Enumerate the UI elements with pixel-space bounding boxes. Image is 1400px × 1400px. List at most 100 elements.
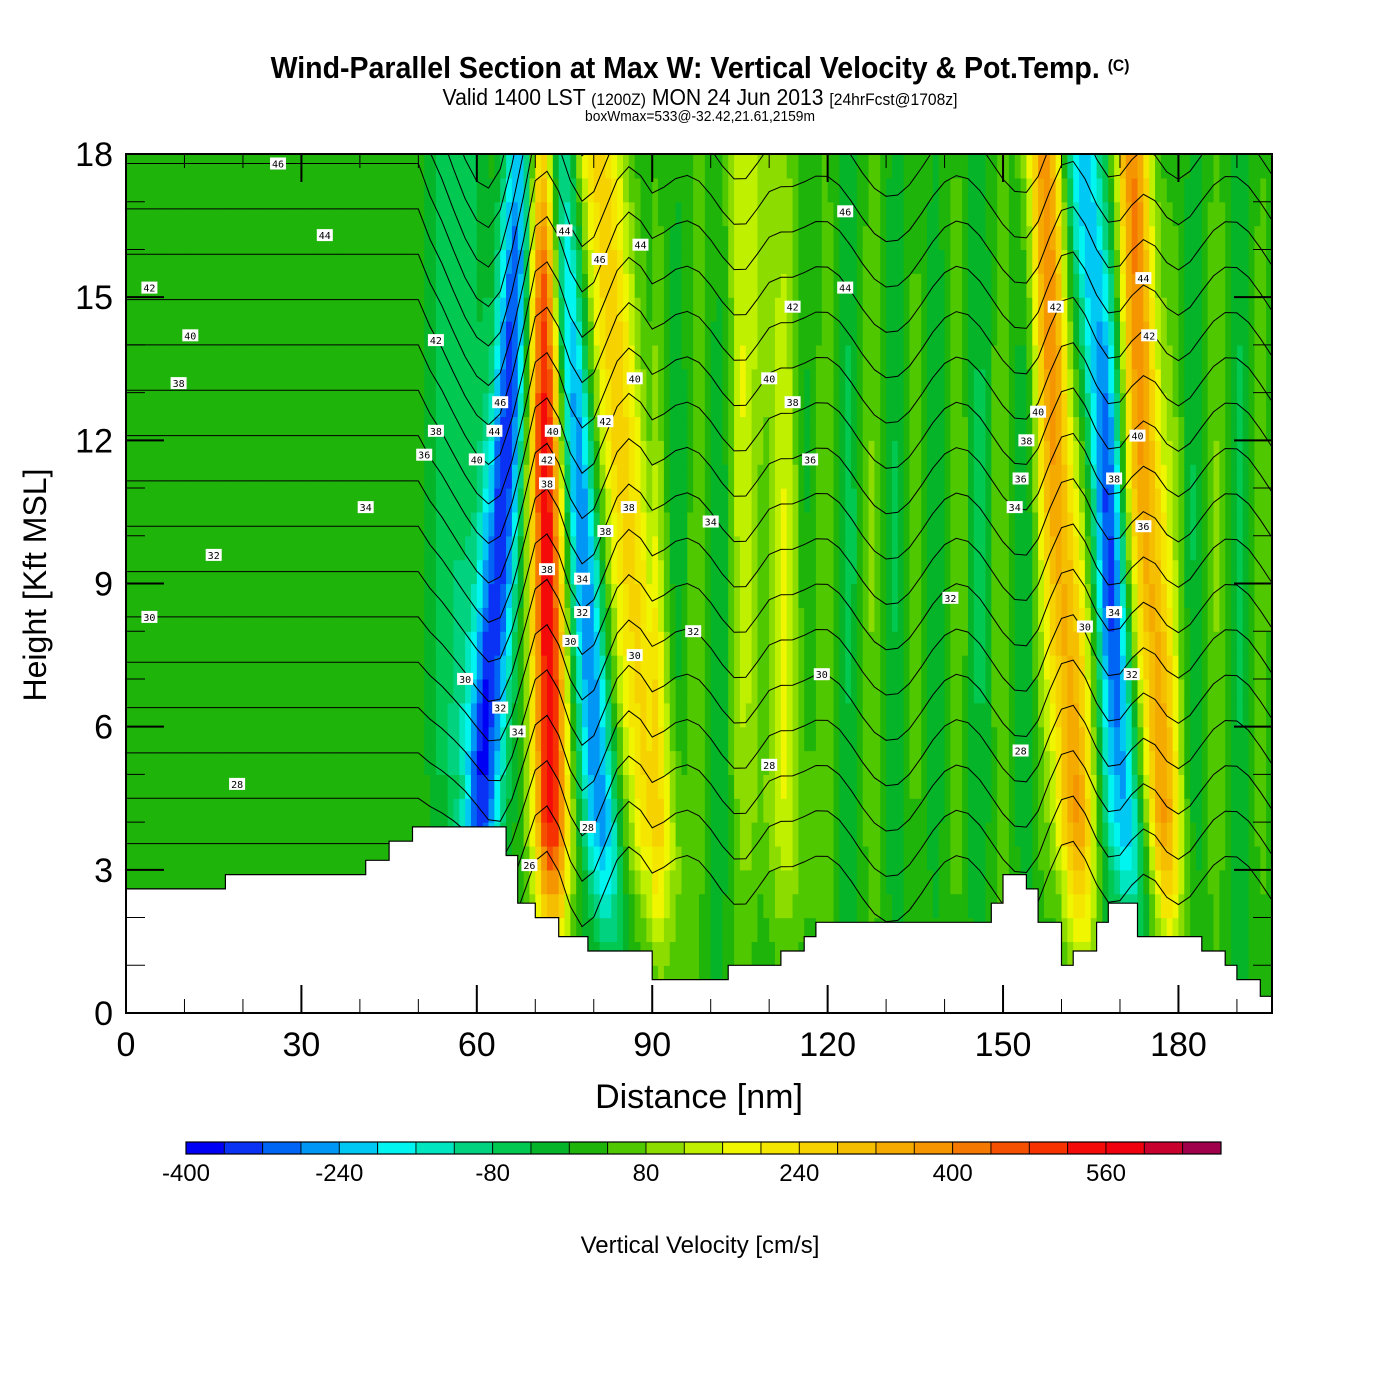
velocity-cell <box>330 583 338 608</box>
velocity-cell <box>482 344 490 370</box>
velocity-cell <box>734 321 741 346</box>
velocity-cell <box>354 440 361 465</box>
velocity-cell <box>734 726 741 752</box>
velocity-cell <box>704 774 712 799</box>
velocity-cell <box>248 655 256 680</box>
velocity-cell <box>237 297 244 322</box>
velocity-cell <box>336 273 343 298</box>
velocity-cell <box>927 774 934 799</box>
velocity-cell <box>634 893 642 919</box>
velocity-cell <box>739 678 747 704</box>
velocity-cell <box>371 392 379 418</box>
velocity-cell <box>593 845 601 871</box>
velocity-cell <box>617 583 624 608</box>
velocity-cell <box>424 750 431 775</box>
velocity-cell <box>155 321 162 346</box>
velocity-cell <box>237 249 244 274</box>
velocity-cell <box>915 774 922 799</box>
velocity-cell <box>839 559 846 585</box>
velocity-cell <box>237 607 244 632</box>
velocity-cell <box>693 583 700 608</box>
velocity-cell <box>845 535 852 561</box>
velocity-cell <box>202 750 209 775</box>
velocity-cell <box>628 249 636 274</box>
velocity-cell <box>278 511 285 537</box>
velocity-cell <box>394 726 402 752</box>
velocity-cell <box>605 798 612 823</box>
velocity-cell <box>330 154 338 179</box>
velocity-cell <box>406 368 414 394</box>
velocity-cell <box>166 583 174 608</box>
velocity-cell <box>196 798 203 823</box>
velocity-cell <box>845 249 852 274</box>
velocity-cell <box>558 440 566 465</box>
velocity-cell <box>856 273 864 298</box>
velocity-cell <box>874 893 881 919</box>
velocity-cell <box>856 822 864 847</box>
velocity-cell <box>786 607 794 632</box>
velocity-cell <box>599 845 607 871</box>
velocity-cell <box>313 440 320 465</box>
velocity-cell <box>213 273 221 298</box>
velocity-cell <box>202 344 209 370</box>
velocity-cell <box>336 655 343 680</box>
velocity-cell <box>482 750 490 775</box>
velocity-cell <box>669 631 677 656</box>
velocity-cell <box>669 583 677 608</box>
velocity-cell <box>242 702 250 728</box>
velocity-cell <box>646 321 653 346</box>
velocity-cell <box>903 297 911 322</box>
velocity-cell <box>219 344 226 370</box>
velocity-cell <box>500 488 507 513</box>
velocity-cell <box>207 750 215 775</box>
velocity-cell <box>804 798 811 823</box>
velocity-cell <box>231 321 238 346</box>
velocity-cell <box>903 416 911 441</box>
velocity-cell <box>693 535 700 561</box>
velocity-cell <box>295 344 303 370</box>
velocity-cell <box>143 416 150 441</box>
velocity-cell <box>400 177 408 203</box>
velocity-cell <box>921 344 928 370</box>
velocity-cell <box>798 583 805 608</box>
velocity-cell <box>763 297 770 322</box>
velocity-cell <box>851 655 858 680</box>
velocity-cell <box>710 249 718 274</box>
velocity-cell <box>202 511 209 537</box>
velocity-cell <box>839 344 846 370</box>
velocity-cell <box>675 464 683 489</box>
velocity-cell <box>611 893 618 919</box>
velocity-cell <box>307 750 314 775</box>
velocity-cell <box>482 154 490 179</box>
velocity-cell <box>880 678 887 704</box>
velocity-cell <box>289 822 297 847</box>
velocity-cell <box>845 440 852 465</box>
velocity-cell <box>734 559 741 585</box>
velocity-cell <box>529 678 536 704</box>
velocity-cell <box>219 583 226 608</box>
velocity-cell <box>476 440 484 465</box>
velocity-cell <box>266 774 273 799</box>
velocity-cell <box>658 416 665 441</box>
velocity-cell <box>693 559 700 585</box>
velocity-cell <box>751 511 759 537</box>
velocity-cell <box>359 535 367 561</box>
velocity-cell <box>587 774 595 799</box>
velocity-cell <box>833 774 840 799</box>
velocity-cell <box>237 344 244 370</box>
velocity-cell <box>465 750 472 775</box>
velocity-cell <box>184 511 191 537</box>
velocity-cell <box>775 201 782 227</box>
velocity-cell <box>874 798 881 823</box>
velocity-cell <box>652 774 659 799</box>
velocity-cell <box>529 726 536 752</box>
velocity-cell <box>593 869 601 895</box>
velocity-cell <box>511 225 519 251</box>
velocity-cell <box>804 655 811 680</box>
velocity-cell <box>248 392 256 418</box>
velocity-cell <box>359 392 367 418</box>
velocity-cell <box>739 297 747 322</box>
velocity-cell <box>313 344 320 370</box>
velocity-cell <box>394 344 402 370</box>
velocity-cell <box>143 655 150 680</box>
